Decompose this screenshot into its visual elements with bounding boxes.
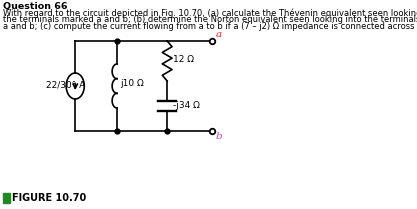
Text: 22/30° A: 22/30° A	[46, 80, 85, 89]
Text: 12 Ω: 12 Ω	[173, 55, 194, 64]
Text: a: a	[215, 30, 221, 39]
Text: the terminals marked a and b; (b) determine the Norton equivalent seen looking i: the terminals marked a and b; (b) determ…	[3, 15, 417, 24]
Text: FIGURE 10.70: FIGURE 10.70	[12, 193, 86, 203]
Bar	[3, 193, 10, 203]
Text: Question 66: Question 66	[3, 2, 67, 11]
Text: b: b	[215, 132, 222, 141]
Text: a and b; (c) compute the current flowing from a to b if a (7 – j2) Ω impedance i: a and b; (c) compute the current flowing…	[3, 22, 417, 31]
Text: With regard to the circuit depicted in Fig. 10.70, (a) calculate the Thévenin eq: With regard to the circuit depicted in F…	[3, 9, 417, 19]
Text: -j34 Ω: -j34 Ω	[173, 101, 200, 110]
Text: j10 Ω: j10 Ω	[121, 79, 144, 88]
